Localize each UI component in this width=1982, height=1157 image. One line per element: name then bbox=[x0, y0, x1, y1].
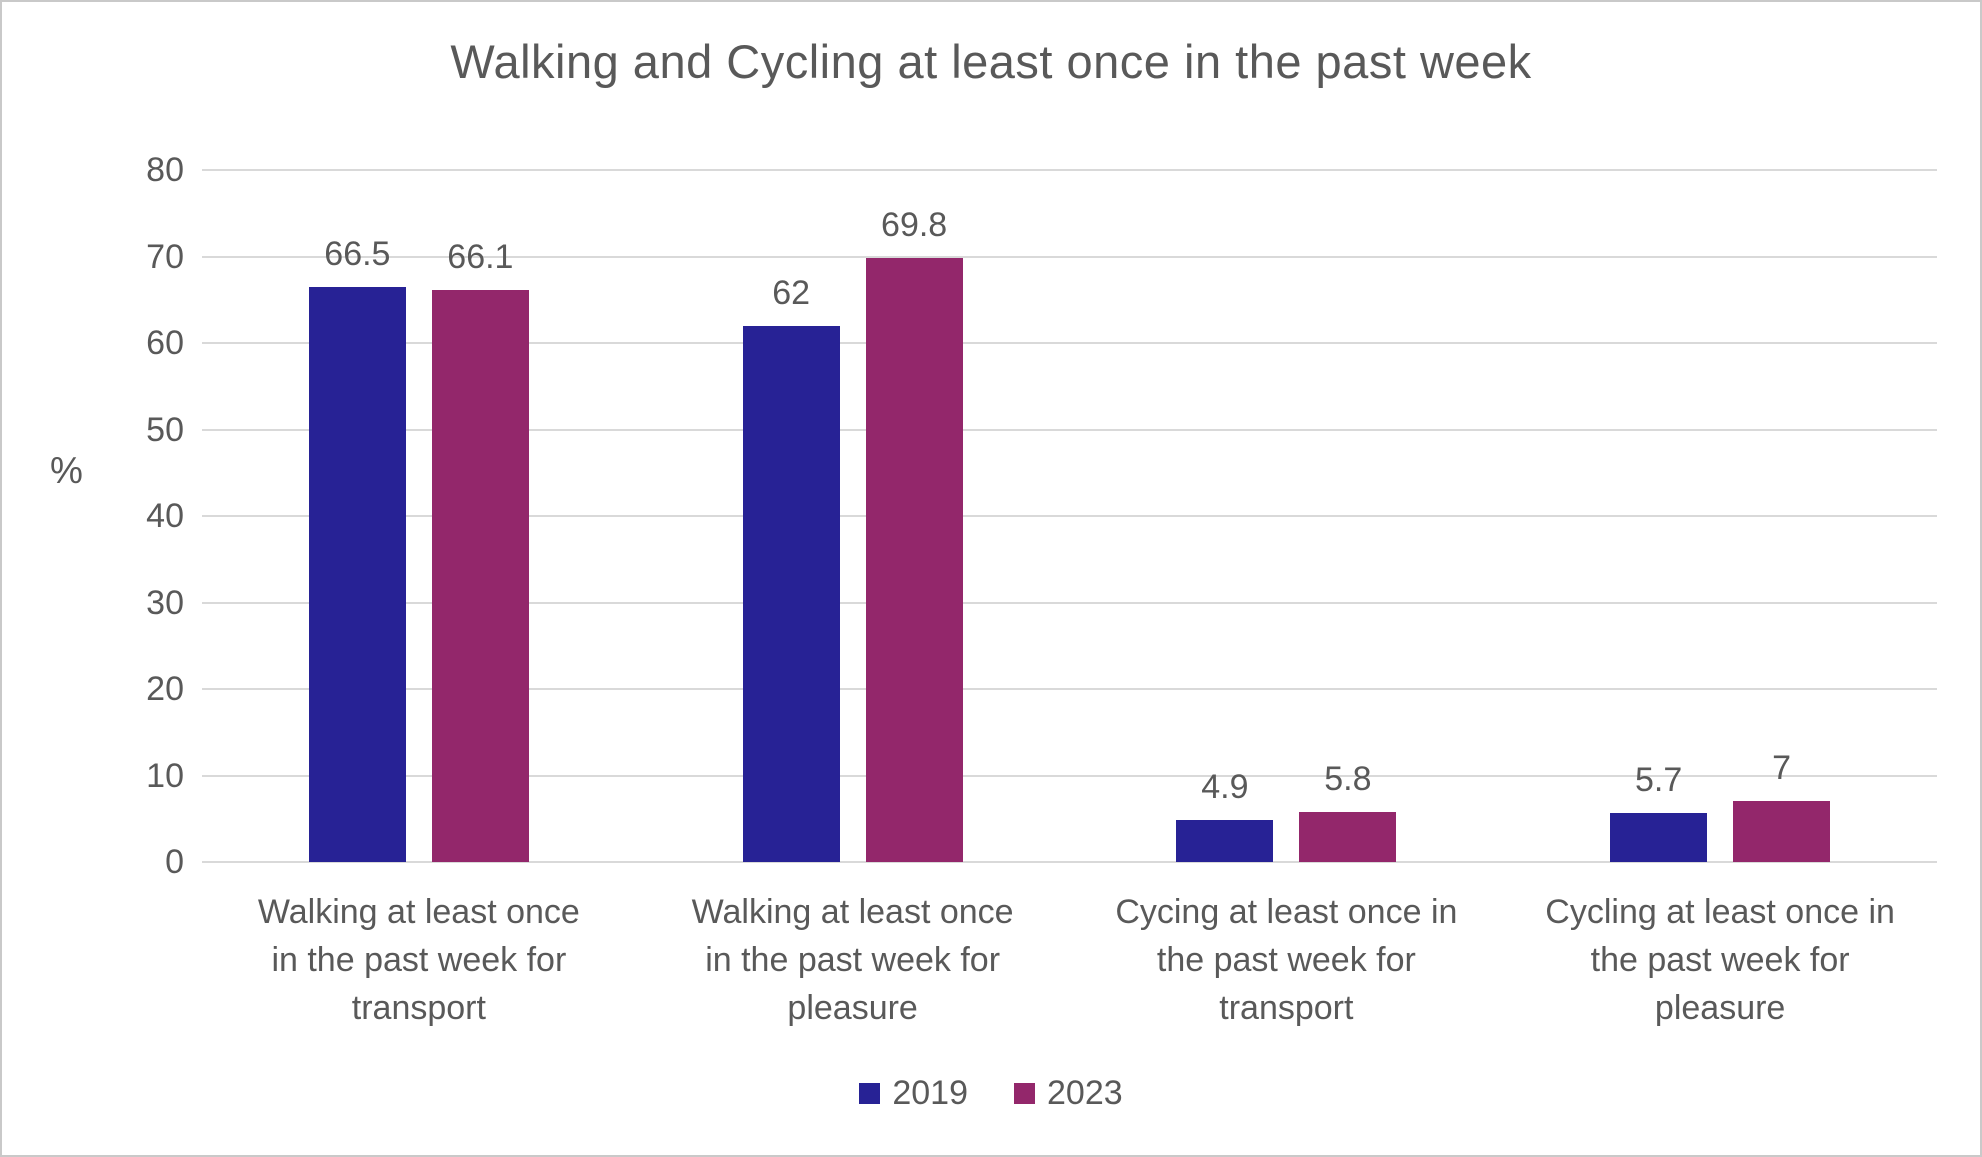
y-tick-label: 50 bbox=[146, 410, 184, 449]
category-label-line: Walking at least once bbox=[257, 893, 580, 931]
bar-value-label: 4.9 bbox=[1201, 767, 1249, 806]
legend-swatch-2023 bbox=[1014, 1083, 1035, 1104]
legend-label: 2023 bbox=[1047, 1074, 1123, 1112]
category-label: Walking at least once in the past week fo… bbox=[628, 888, 1078, 1032]
category-label-line: Cycing at least once in bbox=[1115, 893, 1458, 931]
category-label-line: pleasure bbox=[1654, 989, 1786, 1027]
category-label-line: transport bbox=[351, 989, 486, 1027]
y-tick-label: 40 bbox=[146, 497, 184, 535]
y-tick-label: 70 bbox=[146, 237, 184, 276]
bar-value-label: 7 bbox=[1772, 749, 1792, 788]
gridline bbox=[202, 428, 1937, 431]
gridline bbox=[202, 169, 1937, 171]
category-label: Cycing at least once in the past week for… bbox=[1061, 888, 1511, 1032]
bar-2019 bbox=[1610, 812, 1708, 862]
bar-value-label: 66.5 bbox=[324, 234, 391, 273]
gridline bbox=[202, 688, 1937, 690]
y-tick-label: 80 bbox=[146, 151, 184, 189]
y-tick-label: 60 bbox=[146, 324, 184, 362]
y-tick-label: 10 bbox=[146, 756, 184, 795]
legend-label: 2019 bbox=[892, 1074, 968, 1112]
y-axis-title: % bbox=[50, 450, 83, 491]
bar-value-label: 5.8 bbox=[1324, 759, 1372, 798]
bar-2023 bbox=[431, 290, 529, 862]
legend-swatch-2019 bbox=[859, 1083, 881, 1104]
legend-item-2019: 2019 bbox=[859, 1074, 968, 1113]
gridline bbox=[202, 861, 1937, 863]
bar-2023 bbox=[1299, 811, 1397, 862]
category-label-line: transport bbox=[1219, 989, 1354, 1027]
category-label: Walking at least once in the past week fo… bbox=[194, 888, 644, 1032]
y-tick-label: 0 bbox=[165, 843, 184, 881]
bar-value-label: 62 bbox=[772, 273, 811, 312]
bar-2019 bbox=[742, 325, 840, 862]
bar-2019 bbox=[308, 286, 406, 862]
category-label-line: Cycling at least once in bbox=[1545, 893, 1895, 931]
category-label-line: Walking at least once bbox=[691, 893, 1014, 931]
bar-2023 bbox=[1733, 801, 1831, 862]
legend-item-2023: 2023 bbox=[1014, 1074, 1123, 1113]
category-label-line: in the past week for bbox=[705, 941, 1001, 979]
bar-2019 bbox=[1176, 819, 1274, 862]
gridline bbox=[202, 601, 1937, 604]
bar-value-label: 5.7 bbox=[1634, 760, 1683, 799]
category-label-line: the past week for bbox=[1590, 941, 1850, 979]
gridline bbox=[202, 515, 1937, 517]
category-label-line: the past week for bbox=[1156, 941, 1416, 979]
y-tick-label: 20 bbox=[146, 670, 184, 708]
chart-title: Walking and Cycling at least once in the… bbox=[450, 35, 1532, 88]
category-label-line: pleasure bbox=[787, 989, 918, 1027]
y-tick-label: 30 bbox=[146, 583, 184, 622]
category-label-line: in the past week for bbox=[271, 941, 567, 979]
bar-2023 bbox=[865, 258, 963, 862]
legend: 2019 2023 bbox=[2, 1074, 1980, 1113]
category-label: Cycling at least once in the past week fo… bbox=[1495, 888, 1945, 1032]
bar-value-label: 69.8 bbox=[881, 206, 948, 245]
bar-value-label: 66.1 bbox=[447, 238, 514, 277]
gridline bbox=[202, 774, 1937, 777]
gridline bbox=[202, 255, 1937, 258]
gridline bbox=[202, 342, 1937, 344]
